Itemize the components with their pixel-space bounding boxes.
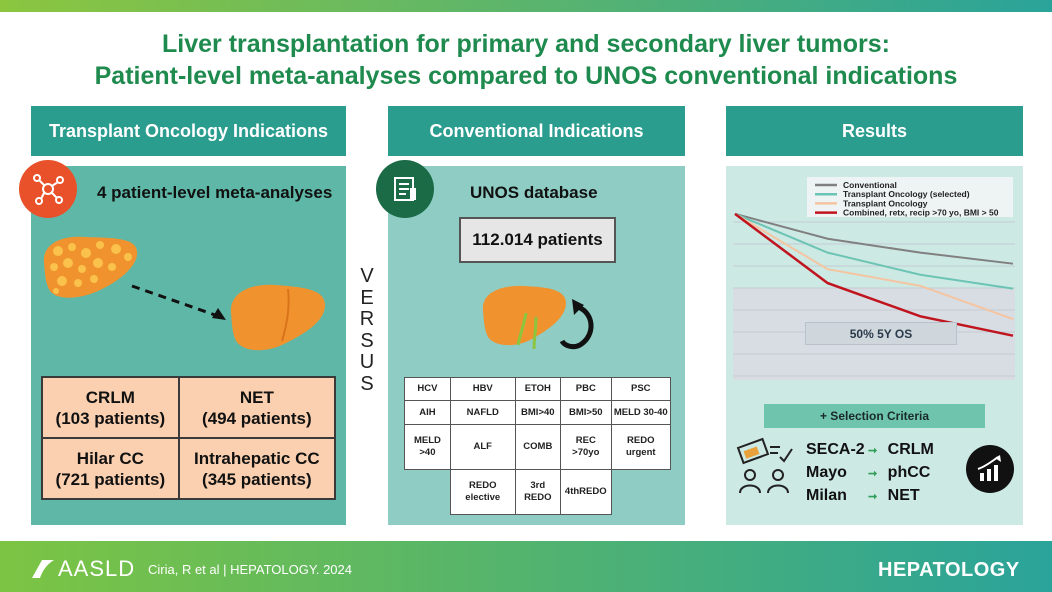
grid-cell: AIH <box>404 400 451 425</box>
results-header: Results <box>726 106 1023 156</box>
title-line-2: Patient-level meta-analyses compared to … <box>94 62 958 90</box>
transplant-oncology-header: Transplant Oncology Indications <box>31 106 346 156</box>
grid-cell: HBV <box>449 376 516 402</box>
molecule-icon <box>19 160 77 218</box>
aasld-logo: AASLD <box>30 556 135 582</box>
grid-cell: PBC <box>560 376 612 402</box>
criteria-list: SECA-2 ➞ CRLM Mayo ➞ phCC Milan ➞ NET <box>806 439 966 508</box>
patients-count: 112.014 patients <box>472 230 603 249</box>
dashed-arrow <box>131 284 226 320</box>
indication-cell: NET (494 patients) <box>177 376 337 439</box>
grid-cell: COMB <box>514 423 562 470</box>
grid-cell: REDO urgent <box>610 423 672 470</box>
liver-recycle-illustration <box>482 285 594 350</box>
chart-series-line <box>734 212 1014 265</box>
grid-cell: 3rd REDO <box>514 468 562 516</box>
conventional-indications-header: Conventional Indications <box>388 106 685 156</box>
patients-count-box: 112.014 patients <box>459 217 616 263</box>
growth-chart-icon <box>966 445 1014 493</box>
chart-series-line <box>734 212 1014 337</box>
transplant-oncology-header-label: Transplant Oncology Indications <box>48 121 329 141</box>
chart-legend-box <box>807 177 1013 217</box>
results-header-label: Results <box>841 121 908 141</box>
selection-criteria-box: + Selection Criteria <box>764 404 985 428</box>
document-icon <box>376 160 434 218</box>
journal-name: HEPATOLOGY <box>878 559 1020 581</box>
meta-analyses-subtitle: 4 patient-level meta-analyses <box>97 183 333 202</box>
top-accent-bar <box>0 0 1052 12</box>
team-checklist-icon <box>736 437 793 494</box>
unos-database-subtitle: UNOS database <box>470 183 598 202</box>
criteria-row: SECA-2 ➞ CRLM <box>806 441 934 458</box>
aasld-logo-icon <box>32 560 54 578</box>
grid-cell: MELD >40 <box>404 423 451 470</box>
footer-bar <box>0 541 1052 592</box>
chart-series-line <box>734 212 1014 290</box>
grid-cell: 4thREDO <box>560 468 612 516</box>
grid-cell: REDO elective <box>449 468 516 516</box>
grid-cell: HCV <box>404 376 451 402</box>
grid-cell: BMI>50 <box>560 400 612 425</box>
page-title: Liver transplantation for primary and se… <box>0 28 1052 92</box>
conventional-indications-header-label: Conventional Indications <box>429 121 644 141</box>
os-label: 50% 5Y OS <box>849 326 913 341</box>
indications-table: CRLM (103 patients) NET (494 patients) Hil… <box>41 376 337 500</box>
chart-legend-label: Transplant Oncology (selected) <box>843 189 970 199</box>
grid-cell: ETOH <box>514 376 562 402</box>
unos-indications-grid: HCV HBV ETOH PBC PSC AIH NAFLD BMI>40 BM… <box>404 376 672 516</box>
chart-legend-label: Transplant Oncology <box>843 198 928 208</box>
healthy-liver-illustration <box>230 284 325 351</box>
grid-cell: NAFLD <box>449 400 516 425</box>
citation: Ciria, R et al | HEPATOLOGY. 2024 <box>148 562 353 577</box>
selection-criteria-label: + Selection Criteria <box>819 409 930 423</box>
chart-series-line <box>734 212 1014 321</box>
indication-cell: Intrahepatic CC (345 patients) <box>177 437 337 500</box>
grid-cell: PSC <box>610 376 672 402</box>
aasld-logo-text: AASLD <box>58 556 136 581</box>
grid-cell-empty <box>611 469 670 514</box>
tumor-liver-illustration <box>43 236 138 298</box>
title-line-1: Liver transplantation for primary and se… <box>162 30 890 58</box>
grid-cell: ALF <box>449 423 516 470</box>
grid-cell-empty <box>405 469 451 514</box>
chart-legend-label: Combined, retx, recip >70 yo, BMI > 50 <box>843 208 999 218</box>
indication-cell: Hilar CC (721 patients) <box>41 437 180 500</box>
criteria-row: Mayo ➞ phCC <box>806 464 931 481</box>
chart-legend-label: Conventional <box>843 180 897 190</box>
os-label-box: 50% 5Y OS <box>805 322 957 345</box>
criteria-row: Milan ➞ NET <box>806 487 920 504</box>
grid-cell: BMI>40 <box>514 400 562 425</box>
indication-cell: CRLM (103 patients) <box>41 376 180 439</box>
grid-cell: REC >70yo <box>560 423 612 470</box>
grid-cell: MELD 30-40 <box>610 400 672 425</box>
